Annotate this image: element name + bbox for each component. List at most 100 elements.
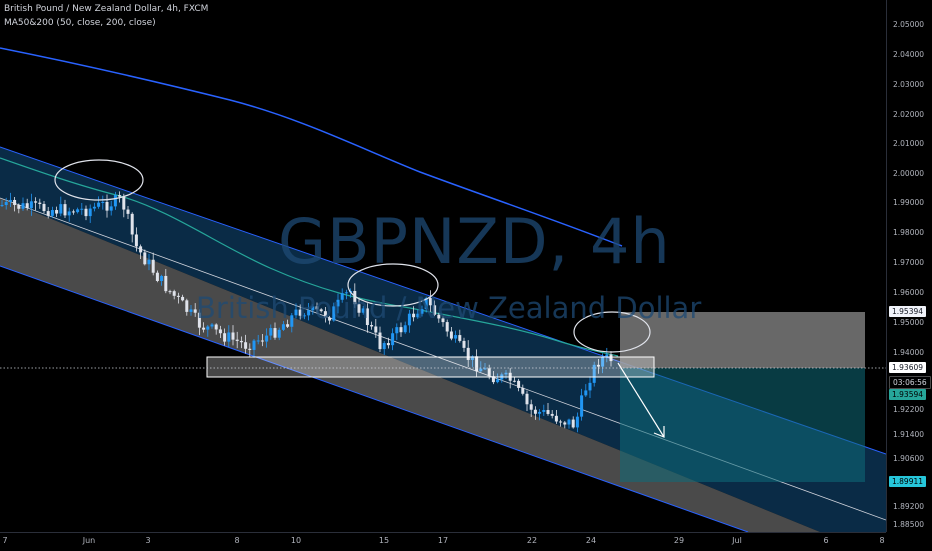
candle	[281, 321, 285, 331]
time-label: 17	[437, 536, 449, 545]
candle	[344, 289, 348, 300]
candle	[533, 406, 537, 420]
candle	[592, 361, 596, 387]
price-tick: 2.02000	[893, 110, 925, 119]
candle	[227, 325, 231, 348]
candle	[525, 390, 529, 411]
candle	[164, 269, 168, 294]
candle	[365, 303, 369, 333]
candle	[454, 330, 458, 343]
candle	[160, 274, 164, 286]
candle	[122, 193, 126, 218]
candle	[386, 337, 390, 349]
candle	[269, 324, 273, 340]
candle	[605, 347, 609, 363]
stop-price-badge: 1.89911	[889, 476, 927, 487]
candle	[433, 300, 437, 317]
position-profit-zone[interactable]	[620, 312, 865, 368]
time-label: 8	[234, 536, 240, 545]
time-label: 29	[673, 536, 685, 545]
candle	[466, 340, 470, 368]
candle	[244, 334, 248, 354]
candle	[248, 343, 252, 357]
time-label: 3	[145, 536, 151, 545]
candle	[143, 249, 147, 266]
time-label: 10	[290, 536, 302, 545]
candle	[239, 336, 243, 349]
candle	[395, 323, 399, 341]
swing-high-ellipse-3[interactable]	[573, 311, 651, 353]
candle	[67, 207, 71, 222]
candle	[437, 312, 441, 323]
ma50-line	[0, 157, 619, 357]
symbol-legend[interactable]: British Pound / New Zealand Dollar, 4h, …	[4, 4, 209, 14]
candle	[286, 319, 290, 329]
candle	[76, 207, 80, 214]
candle	[428, 290, 432, 312]
price-tick: 2.00000	[893, 169, 925, 178]
support-zone-box[interactable]	[206, 356, 655, 378]
candle	[59, 196, 63, 217]
candle	[0, 200, 4, 207]
time-label: 6	[823, 536, 829, 545]
indicator-legend[interactable]: MA50&200 (50, close, 200, close)	[4, 18, 156, 28]
target-price-badge: 1.95394	[889, 306, 927, 317]
candle	[55, 206, 59, 217]
channel-lower-fill	[0, 198, 820, 532]
candle	[17, 203, 21, 214]
time-axis[interactable]: 7 Jun 3 8 10 15 17 22 24 29 Jul 6 8	[0, 532, 886, 551]
price-tick: 1.92200	[893, 405, 925, 414]
candle	[197, 309, 201, 336]
candle	[223, 328, 227, 346]
candle	[50, 206, 54, 218]
candle	[38, 198, 42, 209]
candle	[176, 292, 180, 304]
position-loss-zone[interactable]	[620, 368, 865, 482]
price-chart[interactable]	[0, 0, 886, 532]
candle	[328, 315, 332, 325]
price-tick: 1.90600	[893, 454, 925, 463]
candle	[80, 203, 84, 215]
swing-high-ellipse-1[interactable]	[54, 159, 144, 201]
candlestick-series	[0, 191, 613, 433]
bar-countdown: 03:06:56	[889, 376, 931, 389]
candle	[332, 302, 336, 322]
candle	[206, 324, 210, 337]
candle	[42, 200, 46, 214]
candle	[168, 289, 172, 295]
candle	[34, 197, 38, 211]
candle	[298, 304, 302, 320]
candle	[491, 371, 495, 385]
candle	[575, 412, 579, 433]
candle	[496, 373, 500, 384]
candle	[71, 209, 75, 215]
candle	[290, 312, 294, 333]
candle	[542, 404, 546, 416]
price-axis[interactable]: 2.05000 2.04000 2.03000 2.02000 2.01000 …	[886, 0, 932, 532]
chart-area[interactable]: GBPNZD, 4h British Pound / New Zealand D…	[0, 0, 886, 532]
ma200-line	[0, 47, 623, 247]
candle	[210, 323, 214, 329]
projection-arrow[interactable]	[617, 362, 665, 438]
candle	[391, 328, 395, 351]
candle	[155, 270, 159, 283]
price-tick: 1.97000	[893, 258, 925, 267]
candle	[139, 244, 143, 259]
candle	[584, 384, 588, 397]
time-label: Jun	[82, 536, 96, 545]
candle	[336, 293, 340, 314]
candle	[214, 323, 218, 335]
candle	[517, 378, 521, 392]
price-tick: 1.94000	[893, 348, 925, 357]
swing-high-ellipse-2[interactable]	[347, 263, 439, 307]
candle	[294, 303, 298, 319]
watermark-symbol: GBPNZD, 4h	[278, 205, 671, 278]
candle	[315, 302, 319, 314]
price-tick: 1.99000	[893, 198, 925, 207]
candle	[252, 339, 256, 358]
candle	[378, 326, 382, 352]
candle	[416, 309, 420, 319]
candle	[441, 315, 445, 327]
candle	[151, 252, 155, 276]
candle	[319, 308, 323, 313]
